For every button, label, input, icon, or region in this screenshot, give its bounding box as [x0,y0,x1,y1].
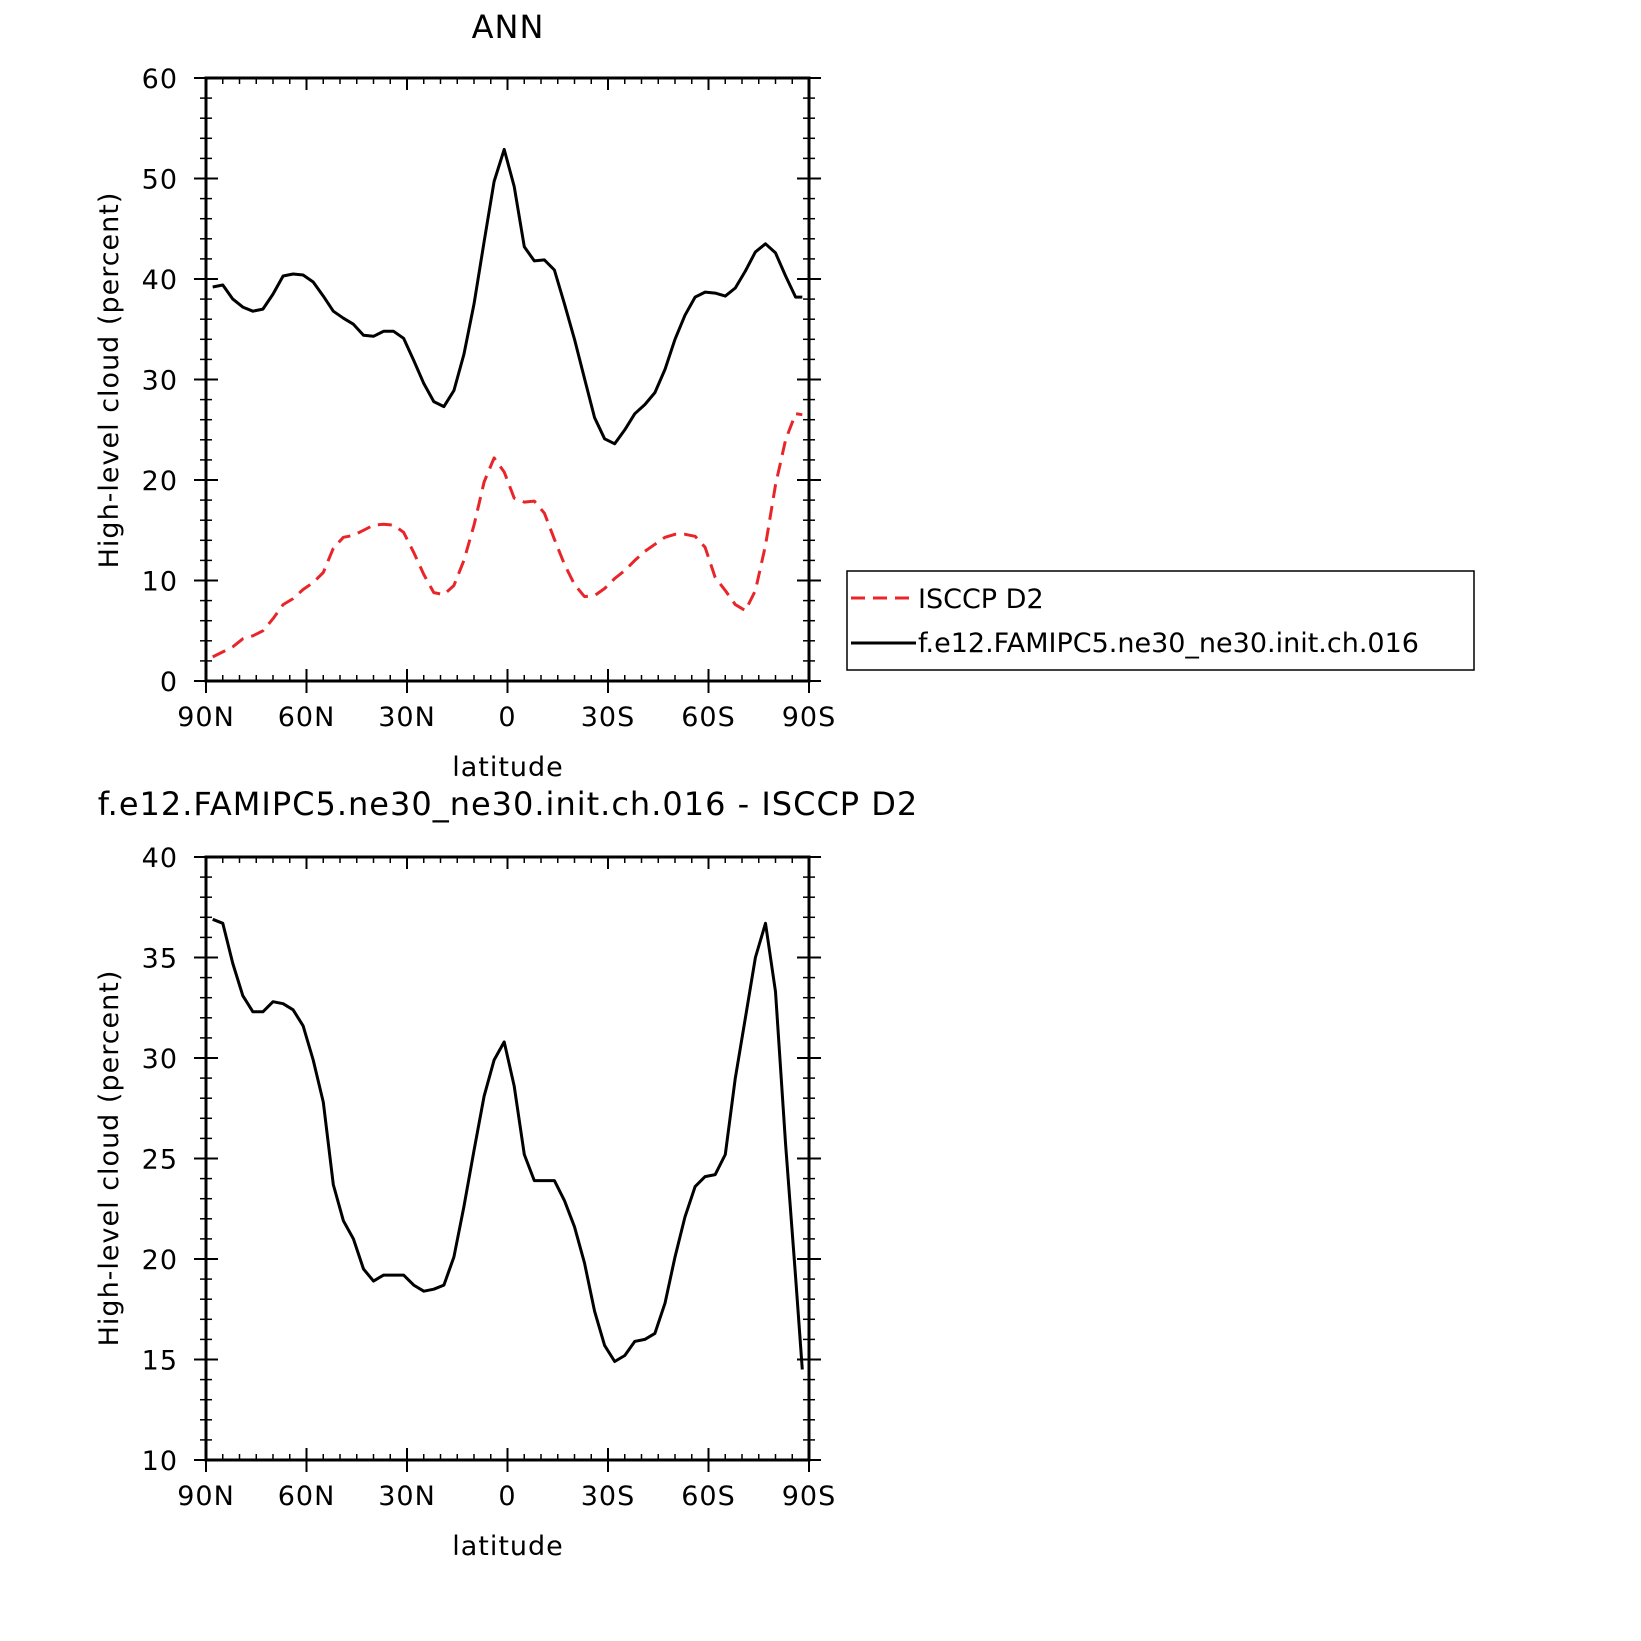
y-tick-label: 15 [142,1346,178,1377]
x-tick-label: 90N [177,702,235,733]
x-tick-labels: 90N 60N 30N 0 30S 60S 90S [177,1481,837,1512]
x-axis-label: latitude [452,1531,564,1562]
y-tick-label: 35 [142,944,178,975]
y-tick-label: 40 [142,843,178,874]
y-tick-label: 30 [142,1044,178,1075]
plot-frame [204,76,811,683]
y-axis-label: High-level cloud (percent) [94,192,125,569]
x-axis-label: latitude [452,752,564,783]
y-tick-label: 10 [142,567,178,598]
bottom-panel: f.e12.FAMIPC5.ne30_ne30.init.ch.016 - IS… [94,785,919,1562]
x-tick-label: 60N [278,702,336,733]
x-tick-label: 0 [498,702,516,733]
x-tick-label: 60S [681,702,736,733]
y-tick-label: 50 [142,165,178,196]
x-tick-label: 60N [278,1481,336,1512]
panel-title: f.e12.FAMIPC5.ne30_ne30.init.ch.016 - IS… [98,785,919,823]
y-tick-label: 30 [142,366,178,397]
x-tick-label: 0 [498,1481,516,1512]
y-tick-labels: 10 15 20 25 30 35 40 [142,843,178,1477]
panel-title: ANN [472,8,545,46]
y-axis-label: High-level cloud (percent) [94,970,125,1347]
x-tick-label: 30S [581,1481,636,1512]
y-tick-label: 0 [160,667,178,698]
plot-frame [204,855,811,1462]
x-tick-label: 30N [378,702,436,733]
legend-label-model: f.e12.FAMIPC5.ne30_ne30.init.ch.016 [918,628,1419,659]
y-tick-label: 10 [142,1446,178,1477]
x-tick-label: 30N [378,1481,436,1512]
legend: ISCCP D2 f.e12.FAMIPC5.ne30_ne30.init.ch… [846,570,1475,671]
y-tick-label: 20 [142,466,178,497]
y-tick-label: 60 [142,64,178,95]
legend-label-isccp: ISCCP D2 [918,584,1044,615]
y-tick-label: 40 [142,265,178,296]
x-tick-label: 60S [681,1481,736,1512]
y-tick-label: 20 [142,1245,178,1276]
series-layer [212,917,804,1370]
series-line-1 [212,147,803,446]
x-tick-labels: 90N 60N 30N 0 30S 60S 90S [177,702,837,733]
x-tick-label: 90S [782,1481,837,1512]
x-tick-label: 90N [177,1481,235,1512]
series-line-0 [212,917,804,1370]
axes-ticks [194,856,821,1472]
x-tick-label: 90S [782,702,837,733]
series-line-0 [212,412,803,659]
legend-box [846,570,1475,671]
series-layer [212,147,803,659]
y-tick-label: 25 [142,1145,178,1176]
y-tick-labels: 0 10 20 30 40 50 60 [142,64,178,698]
top-panel: ANN 90N 60N 30N 0 30S 60S 90S 0 10 20 30 40 50 60 la… [94,8,837,783]
x-tick-label: 30S [581,702,636,733]
